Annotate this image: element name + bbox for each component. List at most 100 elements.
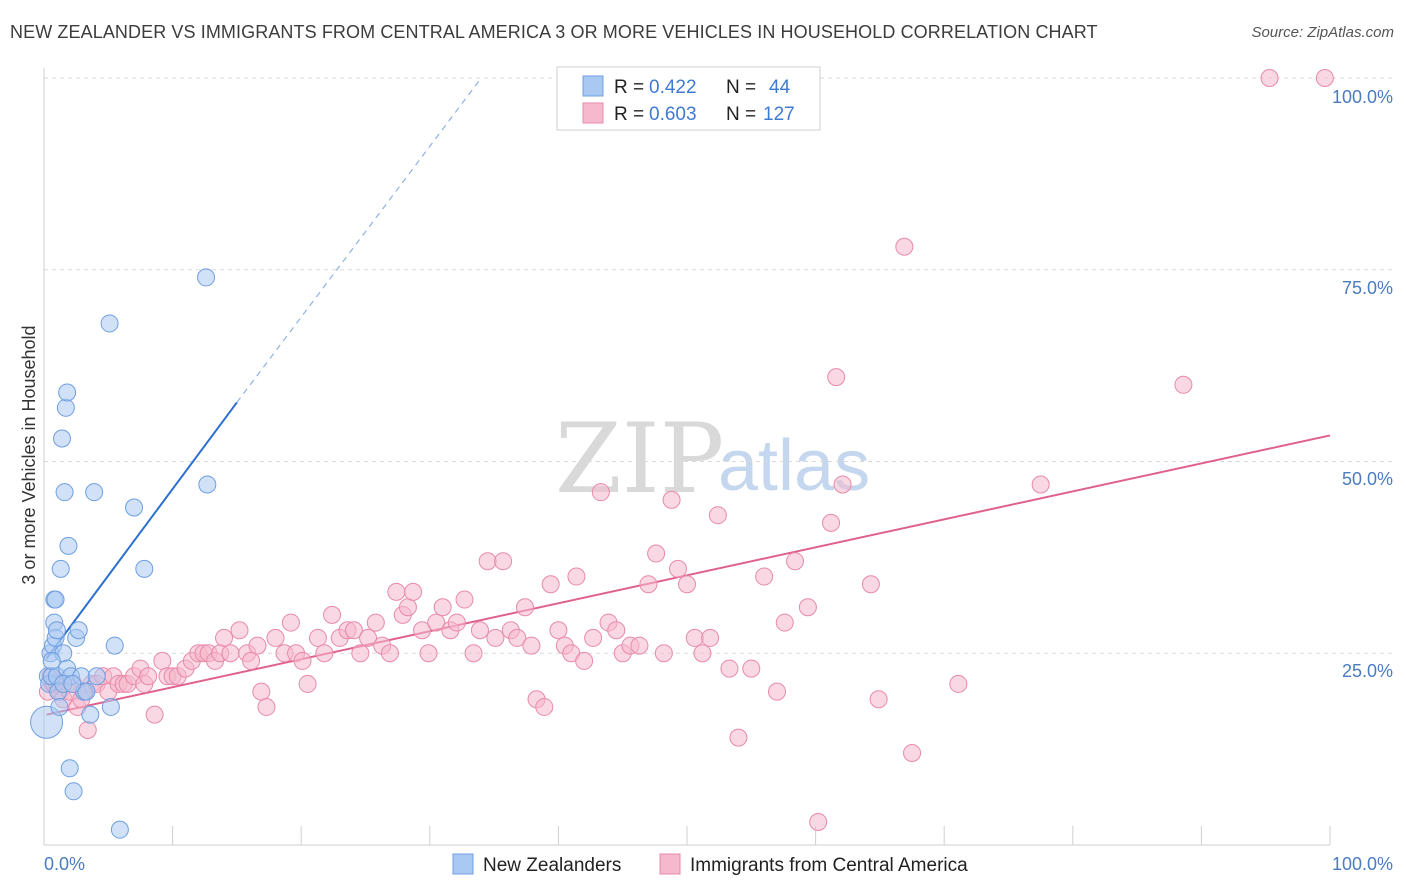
new-zealanders-trend-solid xyxy=(45,401,238,660)
bottom-legend-swatch-blue xyxy=(452,853,474,875)
x-tick-label-0: 0.0% xyxy=(44,854,85,874)
x-tick-label-100: 100.0% xyxy=(1332,854,1393,874)
central-america-point xyxy=(494,552,513,571)
legend-r-value-blue: 0.422 xyxy=(649,77,697,98)
central-america-point xyxy=(1031,475,1050,494)
central-america-point xyxy=(398,598,417,617)
central-america-point xyxy=(729,728,748,747)
central-america-point xyxy=(668,559,687,578)
new-zealanders-point xyxy=(64,782,83,801)
y-tick-label-100: 100.0% xyxy=(1332,87,1393,107)
new-zealanders-point xyxy=(198,475,217,494)
central-america-point xyxy=(742,659,761,678)
central-america-point xyxy=(720,659,739,678)
central-america-point xyxy=(153,651,172,670)
new-zealanders-point xyxy=(63,674,82,693)
central-america-point xyxy=(455,590,474,609)
new-zealanders-point xyxy=(55,483,74,502)
central-america-point xyxy=(508,628,527,647)
central-america-point xyxy=(419,644,438,663)
central-america-point xyxy=(755,567,774,586)
y-tick-label-25: 25.0% xyxy=(1342,661,1393,681)
central-america-point xyxy=(248,636,267,655)
new-zealanders-point xyxy=(69,621,88,640)
bottom-legend-label-blue: New Zealanders xyxy=(483,855,621,876)
central-america-point xyxy=(281,613,300,632)
watermark-atlas: atlas xyxy=(718,426,870,506)
gridlines xyxy=(44,77,1393,654)
central-america-point xyxy=(647,544,666,563)
central-america-point xyxy=(827,368,846,387)
central-america-point xyxy=(903,743,922,762)
central-america-point xyxy=(486,628,505,647)
central-america-point xyxy=(701,628,720,647)
bottom-legend-label-pink: Immigrants from Central America xyxy=(690,855,968,876)
legend-n-value-blue: 44 xyxy=(769,77,791,98)
central-america-point xyxy=(549,621,568,640)
central-america-point xyxy=(833,475,852,494)
central-america-point xyxy=(78,720,97,739)
watermark-zip: ZIP xyxy=(555,403,724,515)
legend-n-value-pink: 127 xyxy=(763,104,795,125)
new-zealanders-point xyxy=(51,559,70,578)
central-america-point xyxy=(298,674,317,693)
central-america-point xyxy=(413,621,432,640)
central-america-point xyxy=(470,621,489,640)
new-zealanders-point xyxy=(58,383,77,402)
central-america-point xyxy=(221,644,240,663)
new-zealanders-point xyxy=(56,398,75,417)
central-america-point xyxy=(630,636,649,655)
legend-swatch-blue xyxy=(582,75,604,97)
central-america-point xyxy=(404,582,423,601)
new-zealanders-point xyxy=(42,651,61,670)
central-america-point xyxy=(293,651,312,670)
central-america-point xyxy=(567,567,586,586)
central-america-point xyxy=(584,628,603,647)
central-america-point xyxy=(809,812,828,831)
central-america-point xyxy=(522,636,541,655)
new-zealanders-point xyxy=(87,667,106,686)
new-zealanders-point xyxy=(50,697,69,716)
central-america-point xyxy=(768,682,787,701)
central-america-point xyxy=(775,613,794,632)
new-zealanders-point xyxy=(60,759,79,778)
central-america-point xyxy=(1315,69,1334,87)
new-zealanders-trendline xyxy=(45,77,482,660)
bottom-legend: New Zealanders Immigrants from Central A… xyxy=(452,853,968,876)
chart-source: Source: ZipAtlas.com xyxy=(1251,24,1394,41)
new-zealanders-point xyxy=(53,429,72,448)
new-zealanders-point xyxy=(47,621,66,640)
new-zealanders-point xyxy=(197,268,216,287)
new-zealanders-trend-dashed xyxy=(236,77,482,403)
legend-n-label-pink: N = xyxy=(726,104,756,125)
legend-box: R = 0.422 N = 44 R = 0.603 N = 127 xyxy=(556,66,821,131)
legend-r-value-pink: 0.603 xyxy=(649,104,697,125)
new-zealanders-point xyxy=(105,636,124,655)
central-america-point xyxy=(575,651,594,670)
legend-r-label-blue: R = xyxy=(614,77,644,98)
central-america-point xyxy=(607,621,626,640)
central-america-point xyxy=(323,605,342,624)
central-america-point xyxy=(308,628,327,647)
new-zealanders-point xyxy=(85,483,104,502)
central-america-point xyxy=(895,237,914,256)
legend-swatch-pink xyxy=(582,102,604,124)
central-america-point xyxy=(685,628,704,647)
new-zealanders-point xyxy=(135,559,154,578)
chart-title: NEW ZEALANDER VS IMMIGRANTS FROM CENTRAL… xyxy=(10,22,1098,42)
legend-n-label-blue: N = xyxy=(726,77,756,98)
central-america-point xyxy=(252,682,271,701)
central-america-point xyxy=(654,644,673,663)
central-america-point xyxy=(639,575,658,594)
central-america-point xyxy=(515,598,534,617)
central-america-point xyxy=(464,644,483,663)
new-zealanders-point xyxy=(100,314,119,333)
central-america-trend-solid xyxy=(46,434,1331,716)
central-america-point xyxy=(541,575,560,594)
new-zealanders-point xyxy=(46,590,65,609)
central-america-point xyxy=(230,621,249,640)
new-zealanders-point xyxy=(125,498,144,517)
central-america-point xyxy=(591,483,610,502)
central-america-point xyxy=(798,598,817,617)
